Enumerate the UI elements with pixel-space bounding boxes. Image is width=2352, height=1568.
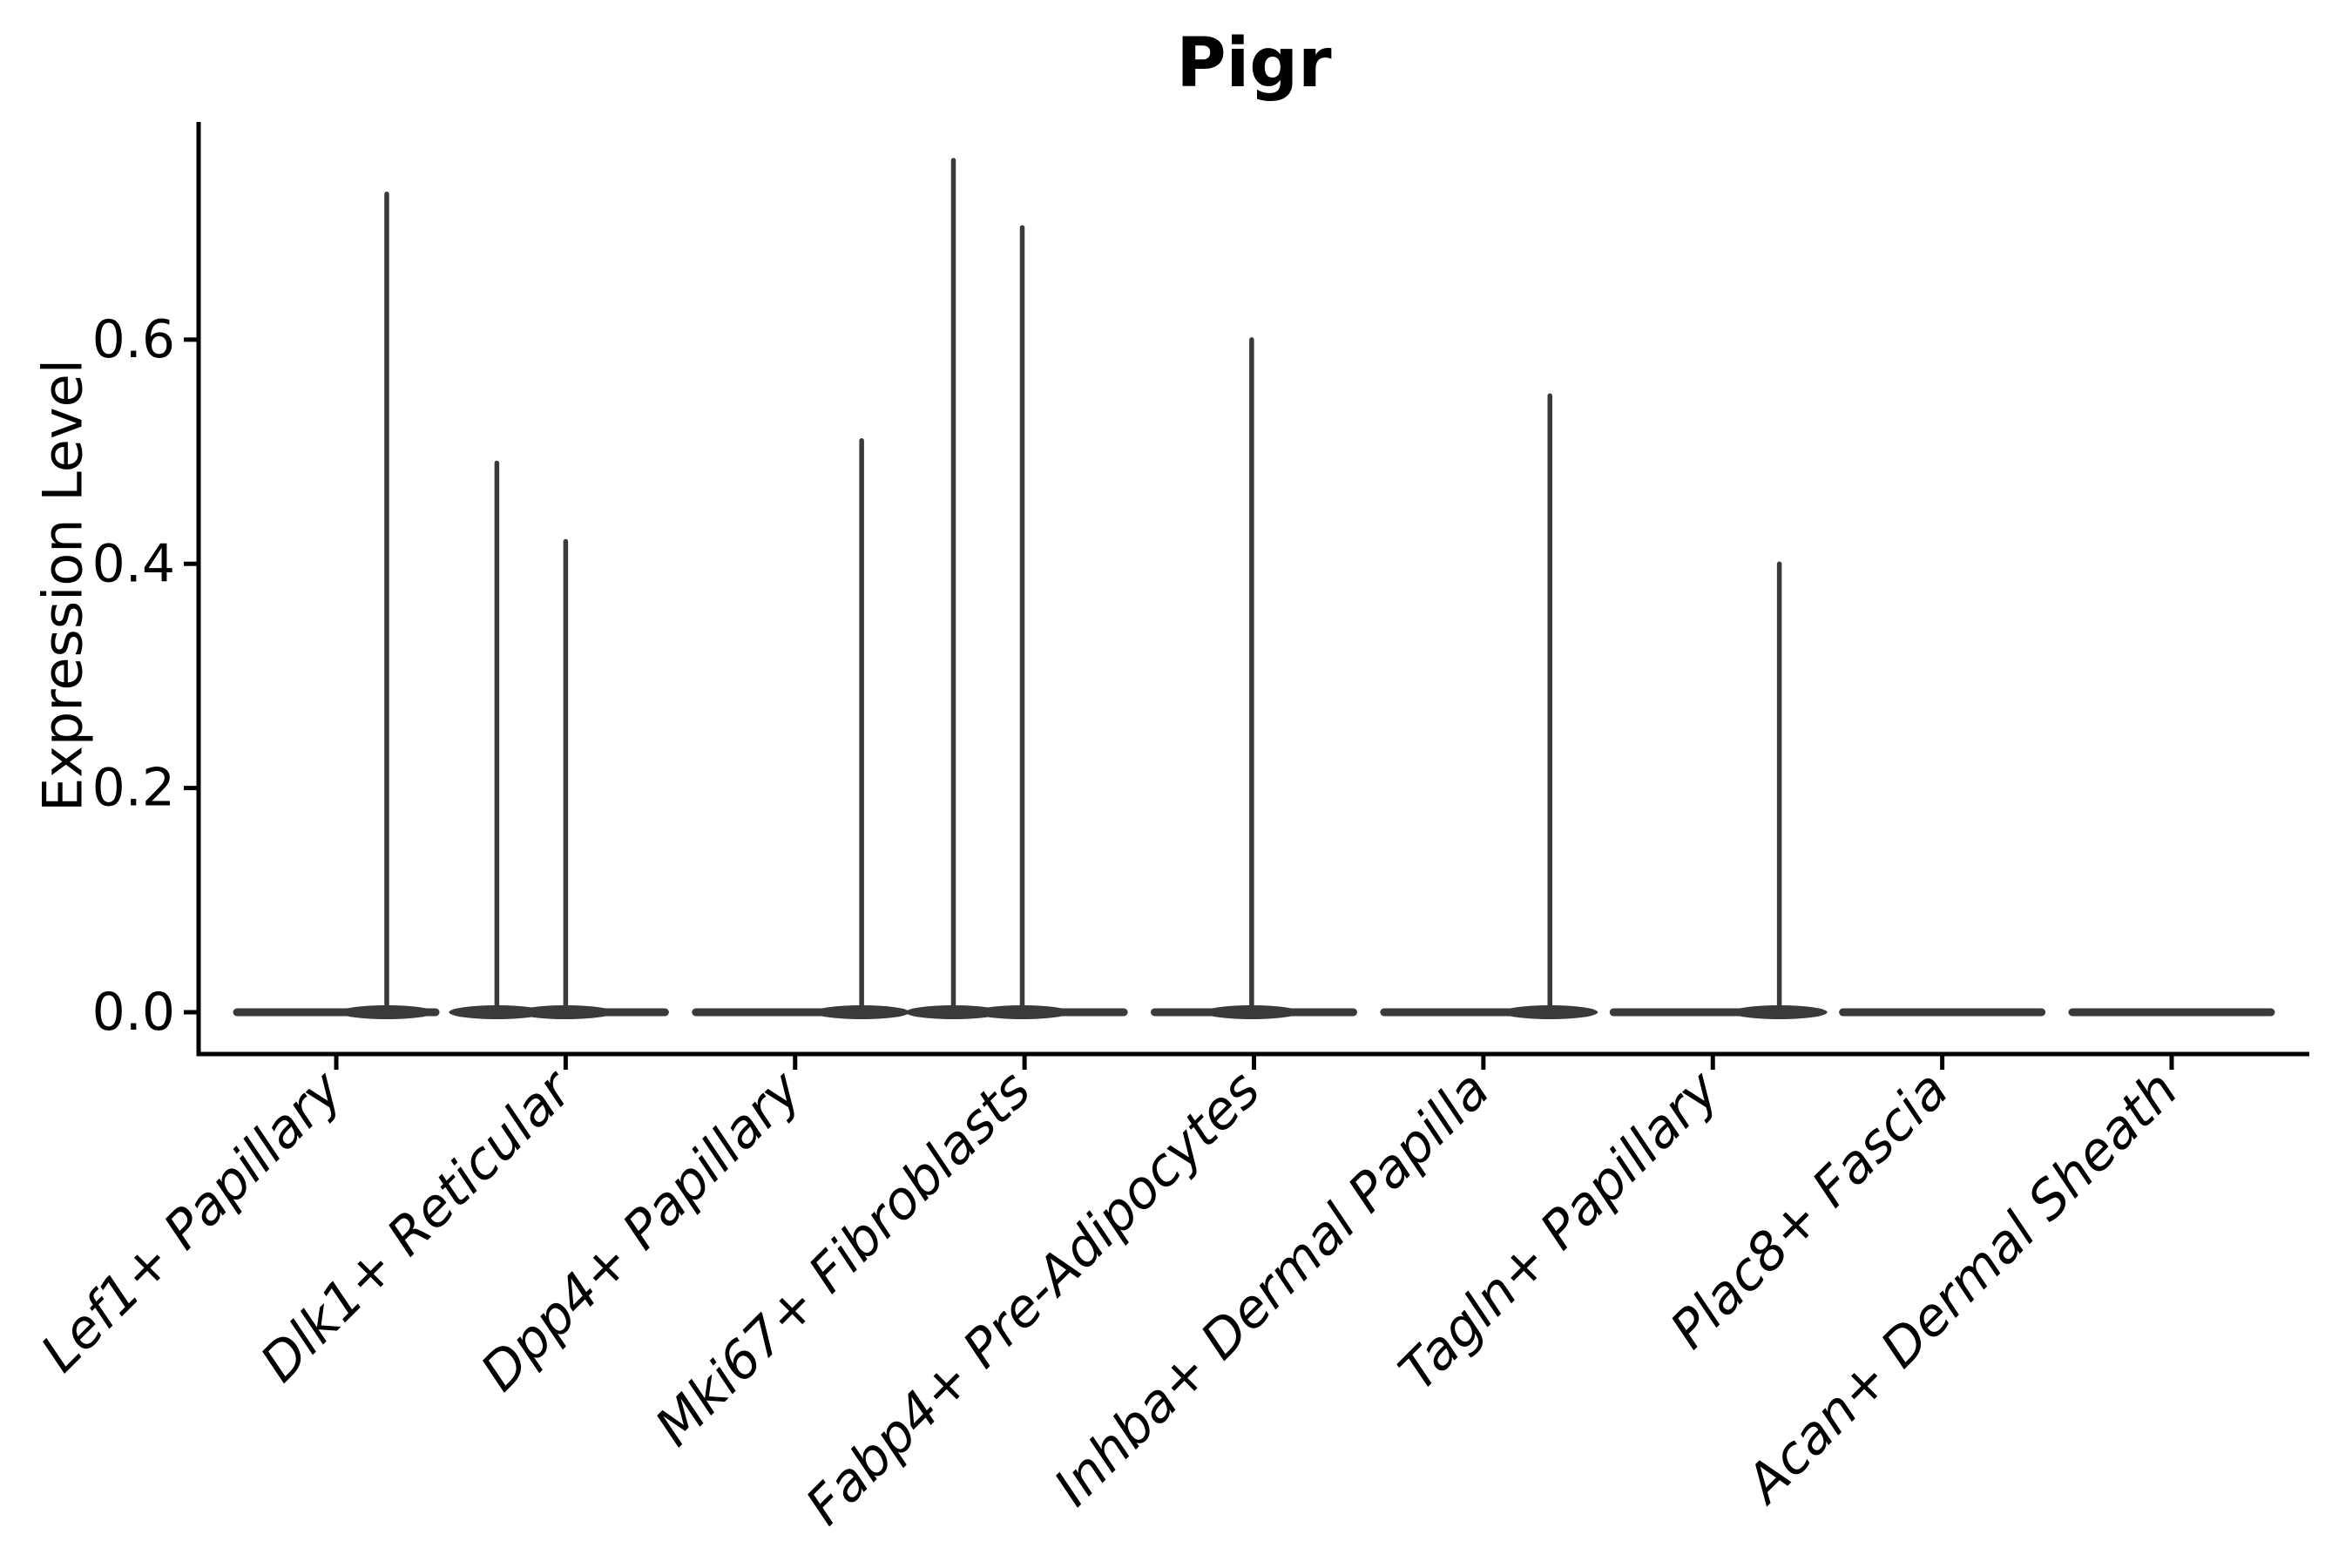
x-tick-label: Acan+ Dermal Sheath — [1733, 1059, 2190, 1517]
plot-title: Pigr — [1176, 24, 1332, 103]
y-tick-label: 0.0 — [92, 982, 175, 1043]
y-tick-label: 0.6 — [92, 309, 175, 370]
y-tick-label: 0.4 — [92, 533, 175, 594]
x-tick-label: Inhba+ Dermal Papilla — [1043, 1059, 1501, 1517]
x-tick-label: Mki67+ Fibroblasts — [644, 1059, 1043, 1458]
x-tick-label: Fabp4+ Pre-Adipocytes — [794, 1059, 1272, 1537]
y-tick-label: 0.2 — [92, 758, 175, 819]
violin-body — [1839, 1008, 2046, 1017]
violin-body — [2068, 1008, 2275, 1017]
